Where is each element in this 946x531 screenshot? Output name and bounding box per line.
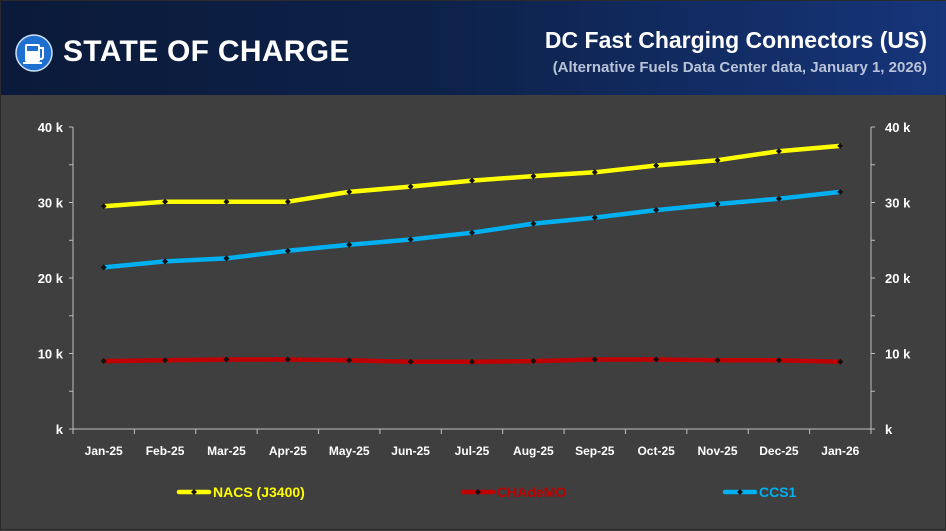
x-tick-label: Mar-25 — [207, 444, 246, 458]
data-point — [591, 214, 598, 221]
y-tick-label-right: 30 k — [885, 196, 911, 211]
y-tick-label-right: 10 k — [885, 347, 911, 362]
x-tick-label: Aug-25 — [513, 444, 554, 458]
charger-logo-icon — [15, 34, 53, 72]
data-point — [775, 195, 782, 202]
data-point — [530, 220, 537, 227]
x-tick-label: Apr-25 — [269, 444, 307, 458]
x-tick-label: Nov-25 — [698, 444, 738, 458]
chart-subtitle: (Alternative Fuels Data Center data, Jan… — [552, 59, 927, 76]
data-point — [284, 356, 291, 363]
x-tick-label: Dec-25 — [759, 444, 799, 458]
y-tick-label-left: 20 k — [38, 271, 64, 286]
data-point — [407, 183, 414, 190]
data-point — [530, 173, 537, 180]
data-point — [591, 169, 598, 176]
chart-title: DC Fast Charging Connectors (US) — [544, 27, 927, 53]
data-point — [653, 207, 660, 214]
y-tick-label-left: k — [56, 422, 64, 437]
data-point — [346, 188, 353, 195]
data-point — [653, 162, 660, 169]
series-lines-group — [100, 142, 844, 365]
legend-label: CCS1 — [759, 484, 797, 500]
y-tick-label-right: 20 k — [885, 271, 911, 286]
data-point — [775, 357, 782, 364]
x-tick-label: Oct-25 — [637, 444, 675, 458]
data-point — [284, 247, 291, 254]
legend-label: CHAdeMO — [497, 484, 566, 500]
legend-marker — [191, 489, 197, 495]
legend-marker — [737, 489, 743, 495]
data-point — [469, 229, 475, 236]
x-tick-label: Jul-25 — [455, 444, 490, 458]
x-tick-label: Jun-25 — [391, 444, 430, 458]
header-banner: STATE OF CHARGE DC Fast Charging Connect… — [1, 1, 946, 95]
x-tick-label: Jan-26 — [821, 444, 859, 458]
axes-group: k k 10 k 10 k 20 k 20 k 30 k 30 k 40 k 40 k — [38, 120, 911, 437]
brand-name: STATE OF CHARGE — [63, 35, 350, 68]
y-tick-label-left: 30 k — [38, 196, 64, 211]
data-point — [223, 255, 230, 262]
data-point — [407, 358, 414, 365]
x-tick-labels-group: Jan-25 Feb-25 Mar-25 Apr-25 May-25 Jun-25 Jul-… — [85, 444, 860, 458]
data-point — [837, 142, 844, 149]
data-point — [162, 258, 169, 265]
x-tick-label: Feb-25 — [146, 444, 185, 458]
legend: NACS (J3400) CHAdeMO CCS1 — [176, 484, 797, 500]
data-point — [530, 358, 537, 365]
x-tick-label: Jan-25 — [85, 444, 123, 458]
data-point — [223, 356, 230, 363]
data-point — [837, 188, 844, 195]
data-point — [284, 198, 291, 205]
data-point — [100, 358, 107, 365]
data-point — [714, 157, 721, 164]
data-point — [407, 236, 414, 243]
data-point — [714, 357, 721, 364]
data-point — [162, 357, 169, 364]
data-point — [775, 148, 782, 155]
y-tick-label-right: 40 k — [885, 120, 911, 135]
legend-marker — [475, 489, 481, 495]
data-point — [837, 358, 844, 365]
data-point — [100, 264, 107, 271]
data-point — [714, 201, 721, 208]
y-tick-label-left: 10 k — [38, 347, 64, 362]
data-point — [469, 177, 475, 184]
y-tick-label-right: k — [885, 422, 893, 437]
data-point — [100, 203, 107, 210]
data-point — [346, 357, 353, 364]
data-point — [346, 241, 353, 248]
x-tick-label: May-25 — [329, 444, 370, 458]
data-point — [162, 198, 169, 205]
x-tick-label: Sep-25 — [575, 444, 615, 458]
y-tick-label-left: 40 k — [38, 120, 64, 135]
series-line — [101, 143, 843, 209]
legend-label: NACS (J3400) — [213, 484, 305, 500]
data-point — [591, 356, 598, 363]
data-point — [469, 358, 475, 365]
data-point — [653, 356, 660, 363]
data-point — [223, 198, 230, 205]
